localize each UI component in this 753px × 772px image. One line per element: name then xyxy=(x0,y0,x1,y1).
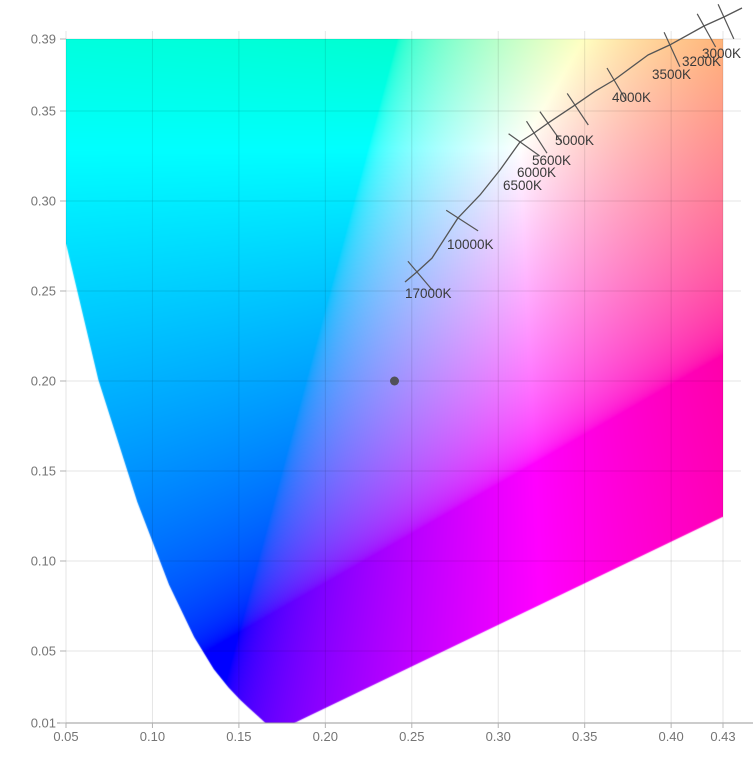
cct-label-5600K: 5600K xyxy=(532,153,571,168)
y-axis-tick-label: 0.25 xyxy=(31,284,56,299)
cct-label-17000K: 17000K xyxy=(405,286,452,301)
x-axis-tick-label: 0.30 xyxy=(486,729,511,744)
x-axis-tick-label: 0.15 xyxy=(226,729,251,744)
cct-label-5000K: 5000K xyxy=(555,133,594,148)
y-axis-tick-label: 0.30 xyxy=(31,194,56,209)
cct-label-3200K: 3200K xyxy=(682,54,721,69)
chromaticity-marker-dot[interactable] xyxy=(390,376,399,386)
y-axis-tick-label: 0.35 xyxy=(31,104,56,119)
cct-tick-4000K xyxy=(606,67,627,102)
cct-label-3000K: 3000K xyxy=(702,46,741,61)
cct-tick-6000K xyxy=(525,120,548,154)
cct-label-10000K: 10000K xyxy=(447,237,494,252)
x-axis-tick-label: 0.10 xyxy=(140,729,165,744)
y-axis-tick-label: 0.20 xyxy=(31,374,56,389)
cct-label-6000K: 6000K xyxy=(517,165,556,180)
y-axis-tick-label: 0.05 xyxy=(31,644,56,659)
cct-tick-6500K xyxy=(508,133,540,157)
y-axis-tick-label: 0.10 xyxy=(31,554,56,569)
cct-label-4000K: 4000K xyxy=(612,90,651,105)
cct-tick-10000K xyxy=(445,209,479,232)
x-axis-tick-label: 0.40 xyxy=(658,729,683,744)
x-axis-tick-label: 0.35 xyxy=(572,729,597,744)
y-axis-tick-label: 0.01 xyxy=(31,716,56,731)
cct-tick-5600K xyxy=(539,111,563,144)
cct-tick-5000K xyxy=(566,93,589,126)
x-axis-tick-label: 0.05 xyxy=(53,729,78,744)
cct-label-3500K: 3500K xyxy=(652,67,691,82)
y-axis-tick-label: 0.39 xyxy=(31,32,56,47)
cct-tick-3000K xyxy=(717,4,735,40)
cct-label-6500K: 6500K xyxy=(503,178,542,193)
cct-tick-3200K xyxy=(696,13,717,48)
cct-tick-17000K xyxy=(407,260,433,291)
y-axis-tick-label: 0.15 xyxy=(31,464,56,479)
cct-tick-3500K xyxy=(663,31,681,68)
x-axis-tick-label: 0.43 xyxy=(710,729,735,744)
x-axis-tick-label: 0.25 xyxy=(399,729,424,744)
x-axis-tick-label: 0.20 xyxy=(313,729,338,744)
